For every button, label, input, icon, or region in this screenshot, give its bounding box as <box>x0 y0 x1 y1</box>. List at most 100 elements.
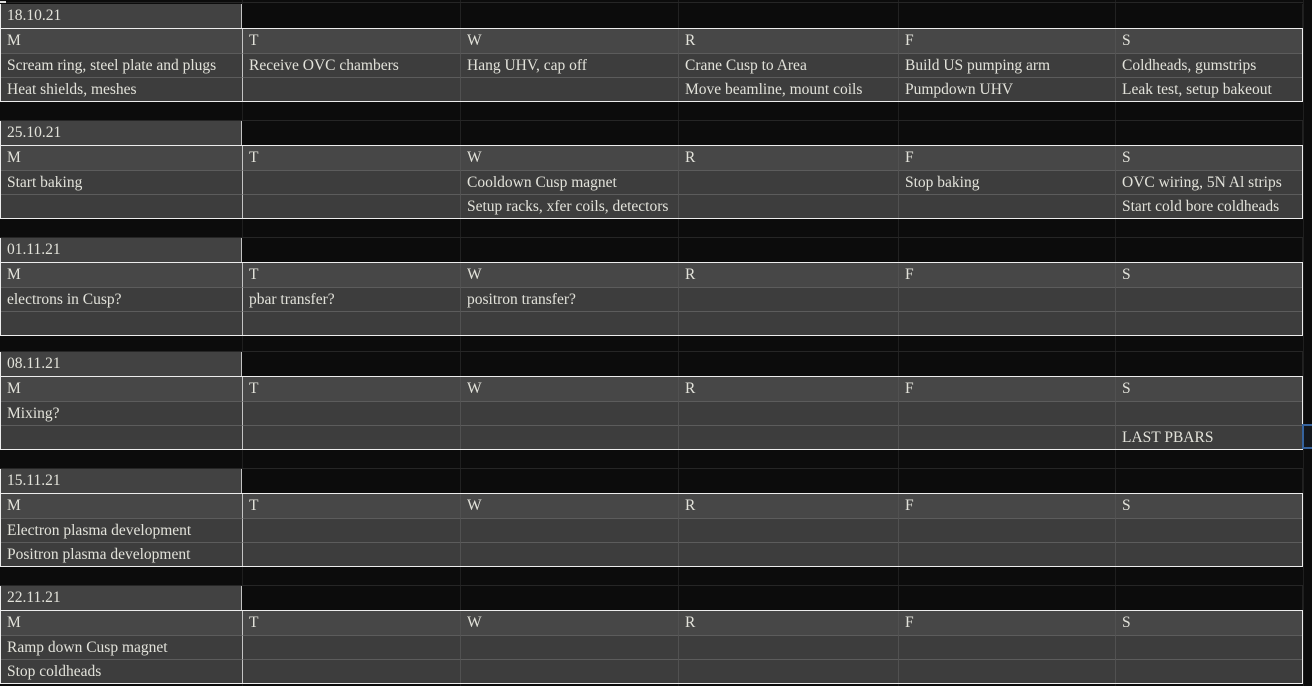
empty-sheet-cell[interactable] <box>678 238 898 262</box>
task-cell[interactable] <box>460 659 678 683</box>
task-cell[interactable]: Leak test, setup bakeout <box>1115 77 1302 101</box>
task-cell[interactable] <box>898 518 1115 542</box>
task-cell[interactable]: Mixing? <box>1 401 242 425</box>
task-cell[interactable] <box>1 194 242 218</box>
empty-sheet-cell[interactable] <box>1115 352 1303 376</box>
empty-sheet-cell[interactable] <box>242 352 460 376</box>
day-header-cell[interactable]: S <box>1115 146 1302 170</box>
empty-sheet-cell[interactable] <box>242 121 460 145</box>
task-cell[interactable] <box>678 635 898 659</box>
week-date-cell[interactable]: 08.11.21 <box>0 352 242 376</box>
task-cell[interactable] <box>898 194 1115 218</box>
day-header-cell[interactable]: W <box>460 29 678 53</box>
week-date-cell[interactable]: 18.10.21 <box>0 4 242 28</box>
day-header-cell[interactable]: M <box>1 146 242 170</box>
empty-sheet-cell[interactable] <box>242 469 460 493</box>
task-cell[interactable] <box>460 518 678 542</box>
day-header-cell[interactable]: R <box>678 146 898 170</box>
empty-sheet-cell[interactable] <box>460 238 678 262</box>
day-header-cell[interactable]: F <box>898 146 1115 170</box>
day-header-cell[interactable]: T <box>242 377 460 401</box>
task-cell[interactable]: Hang UHV, cap off <box>460 53 678 77</box>
task-cell[interactable] <box>242 194 460 218</box>
empty-sheet-cell[interactable] <box>678 121 898 145</box>
empty-sheet-cell[interactable] <box>460 469 678 493</box>
task-cell[interactable] <box>242 311 460 335</box>
task-cell[interactable]: Move beamline, mount coils <box>678 77 898 101</box>
task-cell[interactable] <box>678 518 898 542</box>
task-cell[interactable]: Pumpdown UHV <box>898 77 1115 101</box>
task-cell[interactable] <box>460 77 678 101</box>
task-cell[interactable]: LAST PBARS <box>1115 425 1302 449</box>
empty-sheet-cell[interactable] <box>678 469 898 493</box>
task-cell[interactable]: Stop baking <box>898 170 1115 194</box>
week-date-cell[interactable]: 22.11.21 <box>0 586 242 610</box>
task-cell[interactable] <box>1 311 242 335</box>
task-cell[interactable]: pbar transfer? <box>242 287 460 311</box>
task-cell[interactable] <box>242 518 460 542</box>
task-cell[interactable] <box>1115 401 1302 425</box>
empty-sheet-cell[interactable] <box>898 586 1115 610</box>
task-cell[interactable] <box>1115 542 1302 566</box>
task-cell[interactable]: Build US pumping arm <box>898 53 1115 77</box>
task-cell[interactable] <box>1 425 242 449</box>
week-date-cell[interactable]: 15.11.21 <box>0 469 242 493</box>
task-cell[interactable]: positron transfer? <box>460 287 678 311</box>
task-cell[interactable] <box>242 635 460 659</box>
day-header-cell[interactable]: F <box>898 263 1115 287</box>
day-header-cell[interactable]: F <box>898 29 1115 53</box>
task-cell[interactable] <box>460 542 678 566</box>
empty-sheet-cell[interactable] <box>1115 586 1303 610</box>
task-cell[interactable] <box>898 659 1115 683</box>
task-cell[interactable]: Electron plasma development <box>1 518 242 542</box>
empty-sheet-cell[interactable] <box>678 352 898 376</box>
task-cell[interactable] <box>678 542 898 566</box>
day-header-cell[interactable]: S <box>1115 263 1302 287</box>
day-header-cell[interactable]: F <box>898 611 1115 635</box>
task-cell[interactable] <box>242 170 460 194</box>
task-cell[interactable] <box>1115 518 1302 542</box>
empty-sheet-cell[interactable] <box>1115 4 1303 28</box>
day-header-cell[interactable]: M <box>1 263 242 287</box>
task-cell[interactable] <box>1115 635 1302 659</box>
task-cell[interactable]: electrons in Cusp? <box>1 287 242 311</box>
empty-sheet-cell[interactable] <box>1115 121 1303 145</box>
day-header-cell[interactable]: W <box>460 377 678 401</box>
task-cell[interactable]: Positron plasma development <box>1 542 242 566</box>
task-cell[interactable] <box>1115 659 1302 683</box>
day-header-cell[interactable]: M <box>1 494 242 518</box>
task-cell[interactable] <box>898 287 1115 311</box>
empty-sheet-cell[interactable] <box>460 586 678 610</box>
task-cell[interactable] <box>242 77 460 101</box>
empty-sheet-cell[interactable] <box>1115 469 1303 493</box>
day-header-cell[interactable]: R <box>678 611 898 635</box>
day-header-cell[interactable]: T <box>242 146 460 170</box>
day-header-cell[interactable]: S <box>1115 29 1302 53</box>
task-cell[interactable]: Scream ring, steel plate and plugs <box>1 53 242 77</box>
task-cell[interactable] <box>898 425 1115 449</box>
task-cell[interactable]: Receive OVC chambers <box>242 53 460 77</box>
day-header-cell[interactable]: M <box>1 611 242 635</box>
day-header-cell[interactable]: S <box>1115 377 1302 401</box>
task-cell[interactable] <box>898 401 1115 425</box>
empty-sheet-cell[interactable] <box>898 238 1115 262</box>
empty-sheet-cell[interactable] <box>678 586 898 610</box>
empty-sheet-cell[interactable] <box>460 121 678 145</box>
day-header-cell[interactable]: R <box>678 377 898 401</box>
task-cell[interactable] <box>678 659 898 683</box>
day-header-cell[interactable]: F <box>898 377 1115 401</box>
task-cell[interactable]: Ramp down Cusp magnet <box>1 635 242 659</box>
task-cell[interactable]: Heat shields, meshes <box>1 77 242 101</box>
task-cell[interactable]: Start cold bore coldheads <box>1115 194 1302 218</box>
empty-sheet-cell[interactable] <box>898 4 1115 28</box>
task-cell[interactable] <box>460 425 678 449</box>
empty-sheet-cell[interactable] <box>242 586 460 610</box>
task-cell[interactable]: Stop coldheads <box>1 659 242 683</box>
day-header-cell[interactable]: T <box>242 29 460 53</box>
task-cell[interactable] <box>898 311 1115 335</box>
task-cell[interactable]: Start baking <box>1 170 242 194</box>
empty-sheet-cell[interactable] <box>898 469 1115 493</box>
task-cell[interactable] <box>678 311 898 335</box>
day-header-cell[interactable]: W <box>460 494 678 518</box>
task-cell[interactable]: OVC wiring, 5N Al strips <box>1115 170 1302 194</box>
